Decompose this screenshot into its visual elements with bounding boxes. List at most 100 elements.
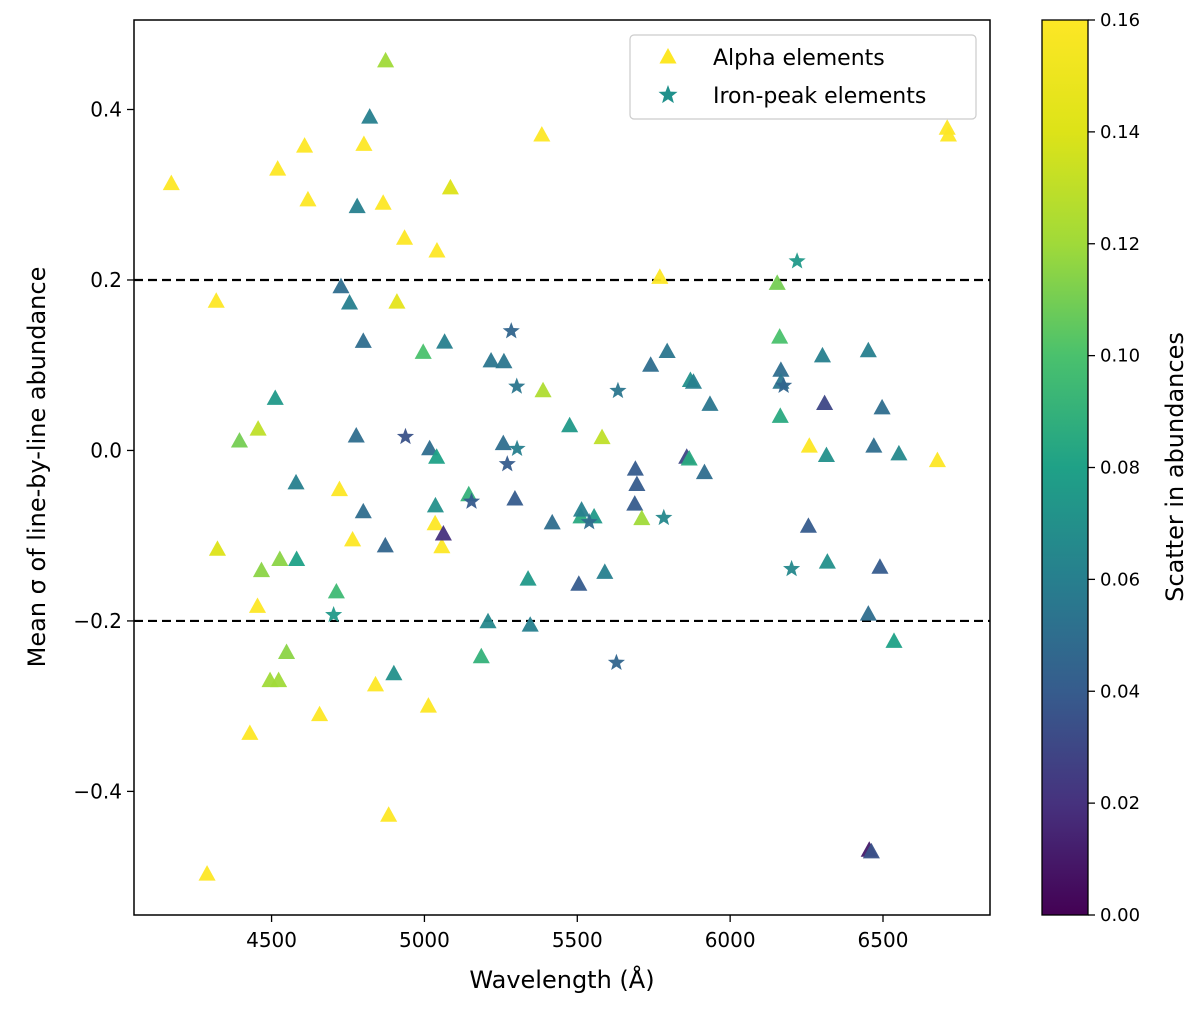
legend-iron-peak-label: Iron-peak elements: [713, 84, 926, 109]
alpha-point-5: [241, 724, 259, 740]
alpha-point-102: [928, 451, 946, 468]
alpha-point-38: [396, 229, 414, 245]
iron-peak-point-2: [462, 492, 481, 509]
alpha-point-99: [873, 398, 891, 415]
alpha-point-96: [862, 842, 880, 859]
x-tick-label-0: 4500: [246, 928, 297, 952]
alpha-point-29: [355, 135, 373, 151]
iron-peak-point-6: [508, 439, 526, 457]
alpha-point-74: [651, 268, 669, 284]
alpha-point-57: [519, 570, 537, 586]
alpha-point-70: [626, 460, 644, 476]
alpha-point-100: [885, 632, 903, 648]
y-tick-label-1: −0.2: [73, 609, 122, 633]
x-axis-label: Wavelength (Å): [469, 965, 654, 994]
colorbar-tick-label-3: 0.06: [1100, 569, 1140, 590]
alpha-point-47: [434, 524, 452, 541]
iron-peak-point-0: [325, 605, 343, 623]
x-tick-label-3: 6000: [705, 928, 756, 952]
colorbar-tick-label-8: 0.16: [1100, 10, 1140, 31]
alpha-point-3: [208, 540, 227, 556]
alpha-point-94: [859, 605, 877, 621]
alpha-point-90: [816, 394, 834, 411]
alpha-point-101: [890, 444, 908, 461]
alpha-point-62: [561, 416, 579, 433]
alpha-point-26: [348, 197, 366, 214]
alpha-point-6: [248, 597, 267, 613]
alpha-point-15: [287, 473, 305, 490]
x-tick-label-2: 5500: [552, 928, 603, 952]
legend-alpha-label: Alpha elements: [713, 46, 885, 71]
alpha-point-77: [680, 449, 698, 466]
colorbar-ticks: 0.00 0.02 0.04 0.06 0.08 0.10 0.12 0.14 0.16: [1088, 10, 1140, 926]
colorbar-tick-label-0: 0.00: [1100, 905, 1140, 926]
iron-peak-point-4: [502, 322, 520, 339]
alpha-point-14: [278, 643, 296, 659]
alpha-point-59: [533, 126, 551, 142]
colorbar: 0.00 0.02 0.04 0.06 0.08 0.10 0.12 0.14 0.16 Sca…: [1041, 10, 1189, 926]
alpha-point-41: [421, 439, 439, 456]
alpha-point-98: [871, 558, 889, 574]
alpha-point-21: [330, 480, 348, 497]
alpha-point-104: [939, 126, 957, 142]
alpha-point-79: [684, 373, 703, 389]
alpha-point-11: [270, 671, 288, 688]
alpha-point-97: [865, 437, 883, 453]
legend-iron-peak-marker: [658, 85, 678, 104]
alpha-point-60: [534, 381, 552, 398]
colorbar-tick-label-4: 0.08: [1100, 458, 1140, 479]
alpha-point-49: [441, 178, 459, 195]
colorbar-tick-label-7: 0.14: [1100, 122, 1140, 143]
iron-peak-point-3: [498, 455, 516, 472]
alpha-point-67: [593, 428, 611, 445]
alpha-point-40: [419, 697, 437, 713]
y-axis: −0.4 −0.2 0.0 0.2 0.4: [73, 98, 134, 803]
y-tick-label-0: −0.4: [73, 779, 122, 803]
iron-peak-point-12: [783, 559, 801, 577]
alpha-point-10: [266, 389, 284, 405]
alpha-point-2: [207, 292, 225, 308]
alpha-point-31: [366, 675, 385, 692]
plot-frame: [133, 19, 991, 916]
alpha-point-20: [327, 582, 345, 599]
alpha-point-52: [479, 612, 497, 629]
alpha-point-75: [658, 342, 676, 359]
alpha-point-25: [347, 426, 365, 443]
data-points: [162, 51, 957, 881]
alpha-point-44: [428, 448, 446, 464]
alpha-point-73: [642, 356, 660, 372]
alpha-point-84: [771, 407, 789, 423]
alpha-point-30: [361, 108, 379, 124]
alpha-point-88: [800, 437, 818, 453]
iron-peak-point-8: [607, 653, 625, 670]
alpha-point-46: [433, 537, 451, 554]
alpha-point-56: [506, 490, 524, 506]
alpha-point-69: [626, 495, 644, 511]
alpha-point-58: [521, 616, 539, 632]
alpha-point-42: [426, 514, 444, 531]
x-tick-label-4: 6500: [858, 928, 909, 952]
alpha-point-22: [332, 277, 350, 294]
alpha-point-91: [817, 446, 835, 463]
legend-box: [629, 34, 977, 120]
alpha-point-8: [252, 561, 271, 578]
iron-peak-point-7: [580, 513, 598, 530]
alpha-point-23: [340, 293, 359, 310]
alpha-point-65: [573, 501, 591, 517]
alpha-point-4: [230, 432, 249, 448]
alpha-point-13: [271, 550, 289, 567]
colorbar-tick-label-2: 0.04: [1100, 681, 1140, 702]
y-axis-label: Mean σ of line-by-line abundance: [23, 267, 51, 668]
alpha-point-24: [344, 530, 362, 547]
colorbar-label: Scatter in abundances: [1161, 332, 1189, 602]
alpha-point-17: [296, 137, 314, 153]
alpha-point-48: [436, 333, 454, 349]
alpha-point-34: [377, 51, 395, 68]
x-axis: 4500 5000 5500 6000 6500: [246, 915, 908, 952]
y-tick-label-3: 0.2: [90, 268, 122, 292]
alpha-point-61: [543, 513, 561, 530]
y-tick-label-4: 0.4: [90, 98, 122, 122]
iron-peak-point-10: [655, 508, 673, 526]
alpha-point-32: [374, 194, 392, 210]
